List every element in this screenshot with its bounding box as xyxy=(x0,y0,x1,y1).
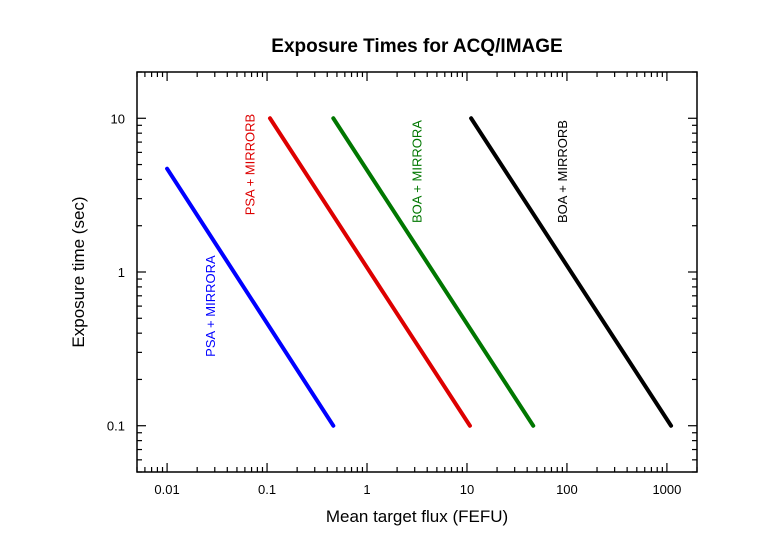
series-label: BOA + MIRRORA xyxy=(409,120,424,223)
x-tick-label: 100 xyxy=(556,482,578,497)
y-tick-label: 0.1 xyxy=(107,419,125,434)
plot-frame xyxy=(136,71,698,473)
x-axis-label: Mean target flux (FEFU) xyxy=(326,507,508,526)
series-line xyxy=(165,166,336,428)
x-tick-label: 0.01 xyxy=(154,482,179,497)
x-tick-label: 1000 xyxy=(652,482,681,497)
series-label: PSA + MIRRORB xyxy=(243,114,258,216)
x-tick-label: 1 xyxy=(363,482,370,497)
series-line xyxy=(469,116,674,428)
series-label: BOA + MIRRORB xyxy=(555,120,570,223)
series-line xyxy=(267,116,472,428)
x-tick-label: 10 xyxy=(460,482,474,497)
chart-title: Exposure Times for ACQ/IMAGE xyxy=(271,36,562,57)
y-tick-label: 10 xyxy=(111,111,125,126)
y-tick-label: 1 xyxy=(118,265,125,280)
x-tick-label: 0.1 xyxy=(258,482,276,497)
series-label: PSA + MIRRORA xyxy=(203,255,218,357)
series-line xyxy=(331,116,536,428)
y-axis-label: Exposure time (sec) xyxy=(69,196,88,347)
